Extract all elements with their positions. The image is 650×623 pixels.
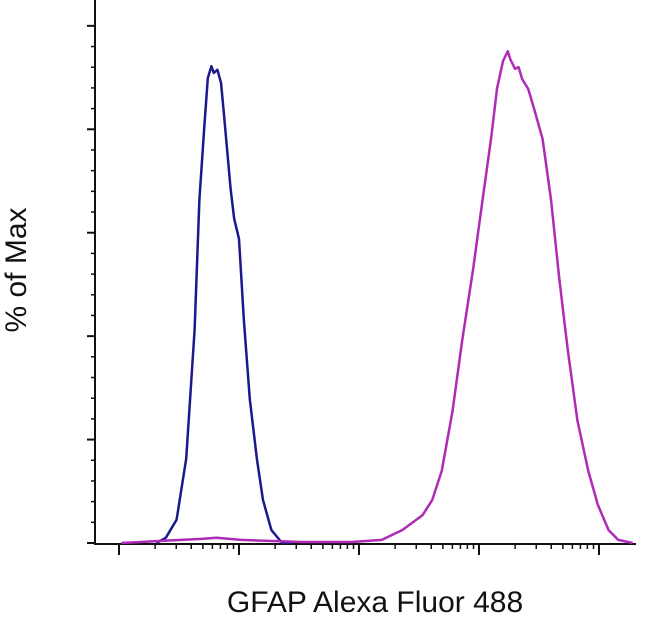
histogram-line [155, 64, 292, 545]
x-axis-label: GFAP Alexa Fluor 488 [227, 586, 523, 619]
y-axis-label: % of Max [0, 207, 33, 332]
histogram-line [121, 49, 633, 545]
